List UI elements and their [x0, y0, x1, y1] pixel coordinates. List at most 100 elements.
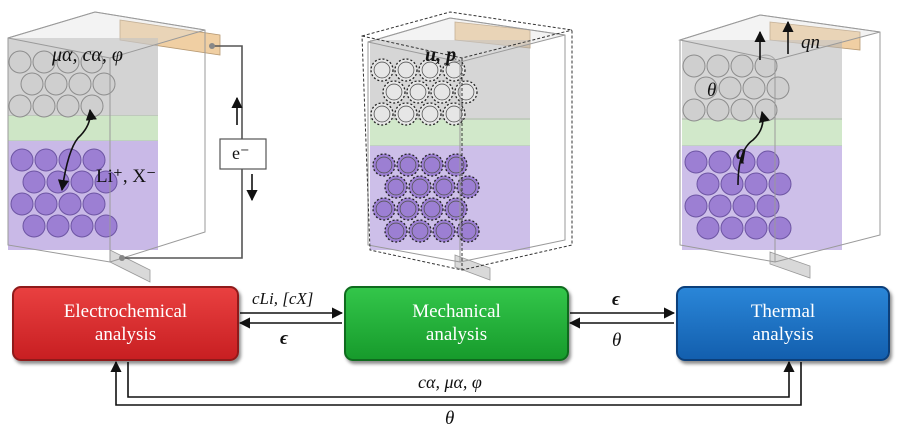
particle-cross-section: [720, 216, 744, 240]
particle-cross-section: [46, 214, 70, 238]
particle-cross-section: [708, 150, 732, 174]
particle-core: [447, 200, 465, 218]
particle-core: [397, 61, 415, 79]
particle-core: [433, 83, 451, 101]
cell-box-outline: [7, 11, 206, 263]
electrochemical-cell: [7, 11, 267, 283]
particle-core: [399, 200, 417, 218]
particle-cross-section: [22, 214, 46, 238]
particle-cross-section: [80, 50, 104, 74]
cathode-particles: [8, 50, 116, 118]
arrow-thermal-to-electro: [110, 360, 802, 406]
particle-core: [375, 200, 393, 218]
particle-cross-section: [744, 216, 768, 240]
particle-core: [397, 105, 415, 123]
temperature-label: θ: [707, 80, 717, 101]
particle-cross-section: [754, 54, 778, 78]
internal-heat-flux-arrow: [737, 110, 770, 186]
particle-cross-section: [744, 172, 768, 196]
particle-cross-section: [730, 98, 754, 122]
particle-cross-section: [32, 50, 56, 74]
particle-cross-section: [32, 94, 56, 118]
particle-core: [447, 156, 465, 174]
cell-box-outline: [678, 14, 881, 263]
particle-core: [435, 178, 453, 196]
particle-core: [399, 156, 417, 174]
particle-cross-section: [8, 94, 32, 118]
particle-cross-section: [684, 194, 708, 218]
deformed-outline: [361, 11, 573, 271]
particle-cross-section: [754, 98, 778, 122]
concentration-coupling-label: cLi, [cX]: [252, 289, 314, 308]
particle-core: [373, 61, 391, 79]
normal-heat-flux-label: qn: [801, 32, 820, 53]
mechanical-analysis-label: Mechanical analysis: [412, 300, 501, 345]
particle-cross-section: [766, 76, 790, 100]
particle-core: [387, 222, 405, 240]
particle-cross-section: [58, 192, 82, 216]
strain-coupling-label-left: ϵ: [280, 328, 289, 349]
particle-cross-section: [68, 72, 92, 96]
ion-species-label: Li⁺, X⁻: [96, 166, 157, 187]
particle-cross-section: [46, 170, 70, 194]
electrochemical-analysis-block: Electrochemical analysis: [12, 286, 239, 361]
coupling-arrows: [110, 307, 802, 406]
particle-core: [373, 105, 391, 123]
cell-box-outline: [367, 17, 566, 263]
particle-core: [435, 222, 453, 240]
particle-core: [411, 222, 429, 240]
particle-cross-section: [70, 170, 94, 194]
electron-box: [219, 138, 267, 170]
particle-core: [423, 200, 441, 218]
particle-core: [457, 83, 475, 101]
particle-core: [409, 83, 427, 101]
particle-cross-section: [10, 192, 34, 216]
particle-cross-section: [720, 172, 744, 196]
particle-cross-section: [684, 150, 708, 174]
particle-core: [423, 156, 441, 174]
particle-cross-section: [756, 150, 780, 174]
particle-cross-section: [742, 76, 766, 100]
ion-transport-arrow: [57, 108, 97, 192]
temperature-coupling-label-right: θ: [612, 330, 622, 351]
particle-core: [411, 178, 429, 196]
particle-cross-section: [694, 76, 718, 100]
cathode-particles-deformed: [370, 58, 478, 126]
particle-cross-section: [92, 72, 116, 96]
particle-core: [421, 61, 439, 79]
particle-cross-section: [34, 148, 58, 172]
particle-cross-section: [82, 192, 106, 216]
particle-cross-section: [706, 98, 730, 122]
electrochemical-analysis-label: Electrochemical analysis: [63, 300, 188, 345]
mechanical-analysis-block: Mechanical analysis: [344, 286, 569, 361]
particle-cross-section: [768, 216, 792, 240]
mechanical-cell: [361, 11, 573, 281]
electron-label: e⁻: [232, 143, 250, 163]
particle-cross-section: [682, 54, 706, 78]
particle-cross-section: [56, 50, 80, 74]
electrochemical-variables-label: μα, cα, φ: [52, 44, 123, 66]
top-tab: [119, 19, 221, 56]
anode-particles-deformed: [372, 153, 480, 243]
particle-cross-section: [44, 72, 68, 96]
particle-cross-section: [34, 192, 58, 216]
particle-cross-section: [706, 54, 730, 78]
heat-flux-label: q: [736, 142, 746, 164]
particle-cross-section: [756, 194, 780, 218]
particle-cross-section: [732, 194, 756, 218]
thermal-cell: [678, 14, 881, 279]
thermal-analysis-block: Thermal analysis: [676, 286, 890, 361]
particle-cross-section: [80, 94, 104, 118]
particle-cross-section: [718, 76, 742, 100]
separator-layer: [8, 115, 158, 141]
particle-cross-section: [730, 54, 754, 78]
displacement-pressure-label: u, p: [425, 44, 457, 66]
particle-cross-section: [56, 94, 80, 118]
bottom-tab: [769, 251, 811, 279]
thermal-analysis-label: Thermal analysis: [750, 300, 816, 345]
particle-cross-section: [22, 170, 46, 194]
particle-cross-section: [94, 214, 118, 238]
particle-cross-section: [70, 214, 94, 238]
